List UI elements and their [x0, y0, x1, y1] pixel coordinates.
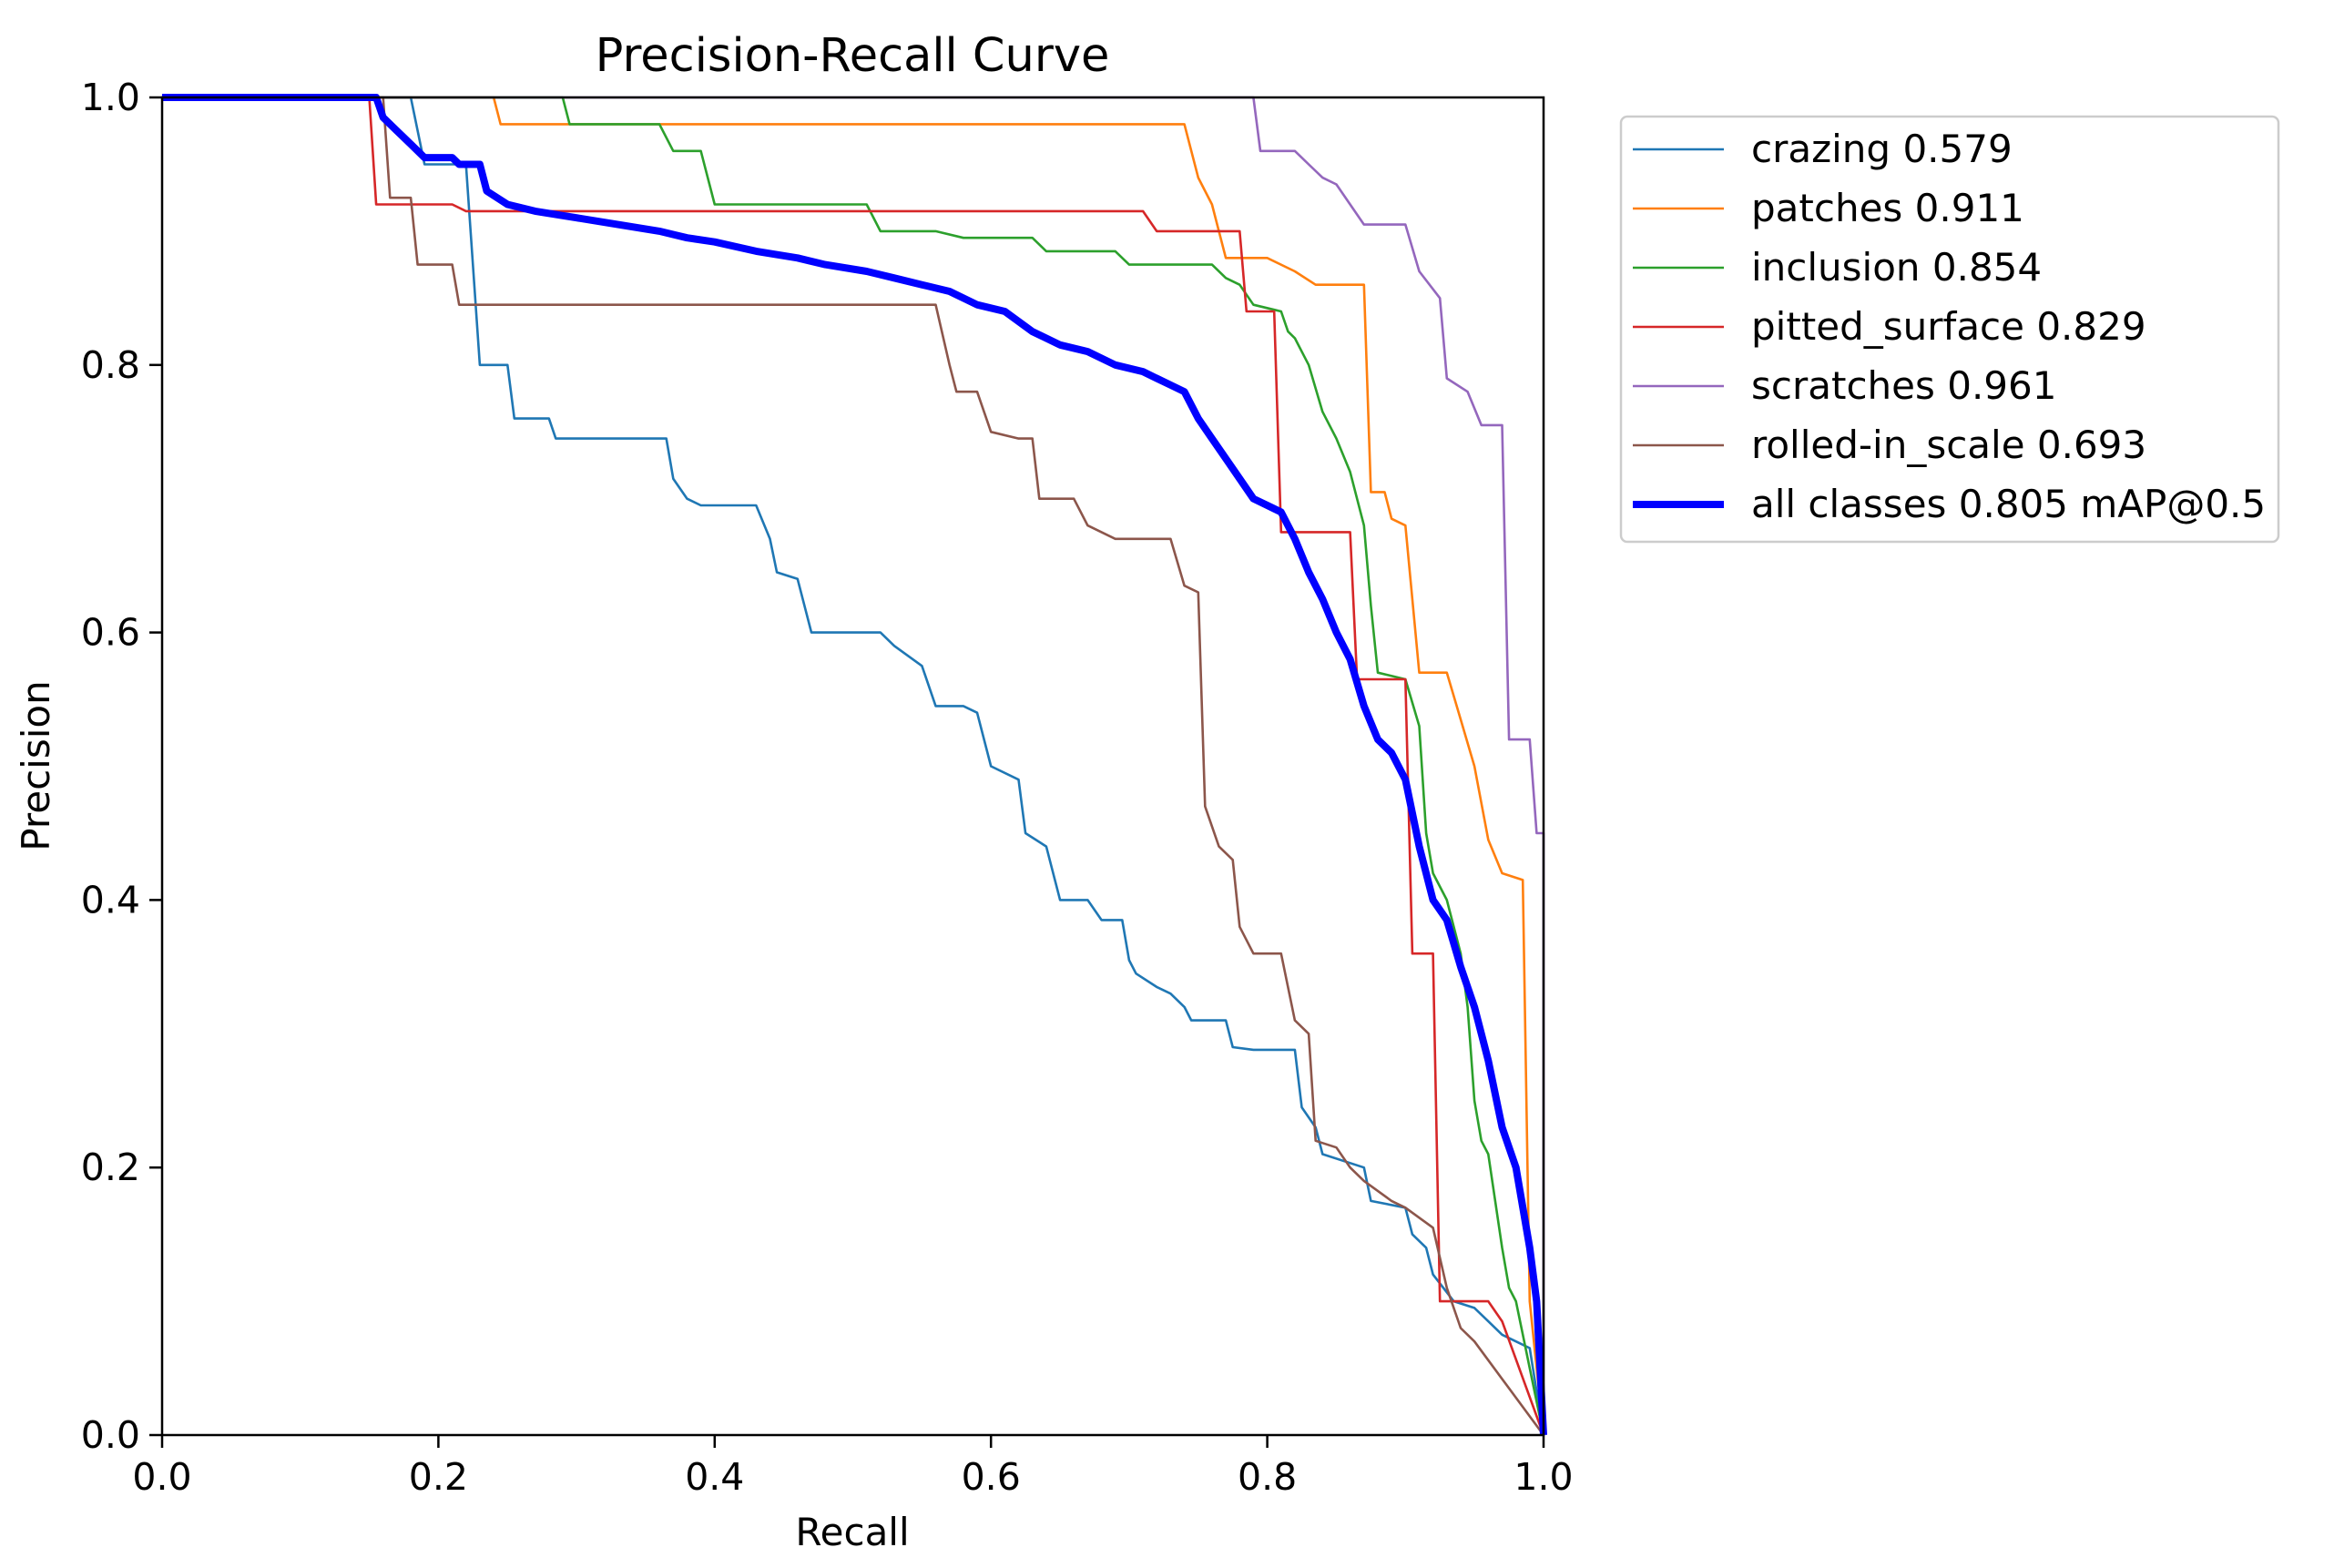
x-axis-label: Recall	[795, 1510, 909, 1554]
y-axis-label: Precision	[14, 680, 58, 850]
series-line-inclusion	[162, 96, 1545, 1436]
x-tick-label: 0.0	[132, 1455, 191, 1499]
legend: crazing 0.579 patches 0.911 inclusion 0.85…	[1619, 115, 2280, 544]
y-axis-ticks: 0.0 0.2 0.4 0.6 0.8 1.0	[81, 76, 162, 1457]
legend-box	[1619, 115, 2280, 544]
legend-entry-label: inclusion 0.854	[1751, 245, 2042, 290]
legend-entry-label: crazing 0.579	[1751, 127, 2013, 171]
legend-entry-label: rolled-in_scale 0.693	[1751, 423, 2146, 467]
y-tick-label: 0.4	[81, 878, 140, 921]
series-line-rolled-in-scale	[162, 96, 1545, 1436]
plot-series-group	[162, 94, 1547, 1436]
series-line-scratches	[162, 96, 1545, 1435]
x-tick-label: 0.4	[685, 1455, 744, 1499]
legend-entry-label: scratches 0.961	[1751, 363, 2056, 408]
series-line-pitted-surface	[162, 96, 1545, 1436]
x-tick-label: 1.0	[1514, 1455, 1573, 1499]
y-tick-label: 1.0	[81, 76, 140, 119]
x-tick-label: 0.2	[409, 1455, 468, 1499]
x-axis-ticks: 0.0 0.2 0.4 0.6 0.8 1.0	[132, 1435, 1574, 1499]
y-tick-label: 0.0	[81, 1413, 140, 1457]
x-tick-label: 0.6	[962, 1455, 1021, 1499]
axes-frame	[160, 96, 1545, 1437]
y-tick-label: 0.2	[81, 1145, 140, 1189]
y-tick-label: 0.6	[81, 611, 140, 655]
legend-entry-label: all classes 0.805 mAP@0.5	[1751, 482, 2266, 526]
legend-entry-label: pitted_surface 0.829	[1751, 304, 2146, 349]
chart-title: Precision-Recall Curve	[596, 29, 1110, 83]
y-tick-label: 0.8	[81, 343, 140, 387]
series-line-all-classes	[162, 94, 1547, 1436]
legend-entry-label: patches 0.911	[1751, 186, 2024, 230]
series-line-crazing	[162, 96, 1545, 1436]
x-tick-label: 0.8	[1238, 1455, 1297, 1499]
series-line-patches	[162, 96, 1545, 1436]
